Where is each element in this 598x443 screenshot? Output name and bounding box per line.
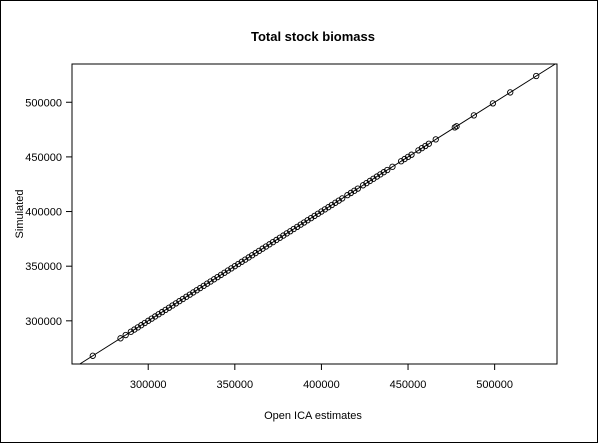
y-tick-label: 350000 xyxy=(25,261,62,273)
x-axis: 300000 350000 400000 450000 500000 xyxy=(130,364,513,391)
data-point xyxy=(89,352,96,359)
data-point xyxy=(489,100,497,107)
x-tick-label: 400000 xyxy=(303,379,340,391)
identity-line xyxy=(79,63,556,365)
x-tick-label: 350000 xyxy=(216,379,253,391)
plot-area-border xyxy=(71,63,558,365)
data-point xyxy=(533,72,540,80)
data-point xyxy=(389,163,396,170)
y-axis-title: Simulated xyxy=(14,190,26,239)
data-point xyxy=(451,124,458,131)
data-point xyxy=(432,136,439,143)
y-axis: 300000 350000 400000 450000 500000 xyxy=(25,97,72,328)
y-tick-label: 500000 xyxy=(25,97,62,109)
data-point xyxy=(453,123,460,130)
chart-title: Total stock biomass xyxy=(251,29,375,44)
y-tick-label: 300000 xyxy=(25,316,62,328)
data-point xyxy=(507,89,514,96)
data-point xyxy=(470,112,478,119)
x-axis-title: Open ICA estimates xyxy=(264,410,362,422)
data-point xyxy=(122,331,129,339)
data-point xyxy=(384,166,391,174)
y-tick-label: 400000 xyxy=(25,207,62,219)
data-point xyxy=(339,195,346,202)
data-points xyxy=(89,72,540,359)
y-tick-label: 450000 xyxy=(25,152,62,164)
data-point xyxy=(408,151,415,158)
data-point xyxy=(425,140,432,147)
reference-line-group xyxy=(79,63,556,365)
data-point xyxy=(354,185,361,192)
x-tick-label: 450000 xyxy=(390,379,427,391)
x-tick-label: 300000 xyxy=(130,379,167,391)
x-tick-label: 500000 xyxy=(476,379,513,391)
data-point xyxy=(117,335,124,342)
